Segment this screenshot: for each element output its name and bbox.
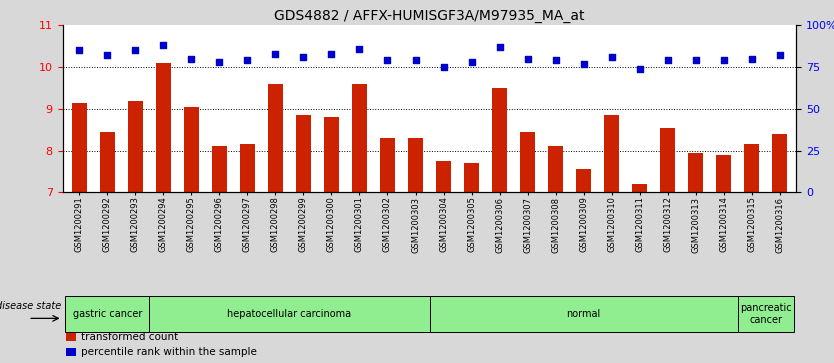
Point (605, 54, 618, 60)
Point (101, 53, 114, 58)
Point (128, 48, 142, 53)
Bar (575, 170, 591, 192)
Bar (324, 117, 339, 192)
Bar (100, 132, 115, 192)
Text: transformed count: transformed count (81, 332, 178, 342)
Bar (408, 138, 423, 192)
Bar (716, 155, 731, 192)
Bar (352, 84, 367, 192)
Bar (737, 296, 794, 332)
Point (185, 56, 198, 62)
Point (73, 48, 86, 53)
Point (745, 56, 758, 62)
Bar (430, 296, 737, 332)
Bar (688, 153, 703, 192)
Point (157, 42, 170, 48)
Bar (66, 348, 77, 356)
Title: GDS4882 / AFFX-HUMISGF3A/M97935_MA_at: GDS4882 / AFFX-HUMISGF3A/M97935_MA_at (274, 9, 585, 23)
Bar (520, 132, 535, 192)
Point (269, 51, 282, 57)
Point (297, 54, 310, 60)
Bar (239, 144, 255, 192)
Point (437, 64, 450, 70)
Point (521, 56, 535, 62)
Bar (128, 101, 143, 192)
Text: disease state: disease state (0, 301, 62, 311)
Point (324, 51, 338, 57)
Point (213, 59, 226, 65)
Bar (379, 138, 395, 192)
Bar (268, 84, 284, 192)
Bar (604, 115, 620, 192)
Bar (296, 115, 311, 192)
Text: pancreatic
cancer: pancreatic cancer (740, 303, 791, 325)
Bar (548, 147, 563, 192)
Text: hepatocellular carcinoma: hepatocellular carcinoma (228, 309, 351, 319)
Point (577, 61, 590, 67)
Point (465, 59, 478, 65)
Bar (744, 144, 759, 192)
Bar (660, 128, 676, 192)
Point (241, 58, 254, 64)
Point (549, 58, 562, 64)
Bar (156, 63, 171, 192)
Bar (72, 103, 87, 192)
Bar (464, 163, 480, 192)
Bar (436, 161, 451, 192)
Bar (149, 296, 430, 332)
Point (717, 58, 731, 64)
Point (381, 58, 394, 64)
Bar (632, 184, 647, 192)
Point (633, 66, 646, 72)
Point (773, 53, 786, 58)
Bar (65, 296, 149, 332)
Text: gastric cancer: gastric cancer (73, 309, 142, 319)
Text: normal: normal (566, 309, 600, 319)
Text: percentile rank within the sample: percentile rank within the sample (81, 347, 257, 357)
Bar (183, 107, 199, 192)
Bar (772, 134, 787, 192)
Bar (492, 88, 507, 192)
Bar (66, 333, 77, 341)
Point (409, 58, 422, 64)
Point (493, 44, 506, 50)
Point (661, 58, 674, 64)
Bar (212, 147, 227, 192)
Point (689, 58, 702, 64)
Point (353, 46, 366, 52)
